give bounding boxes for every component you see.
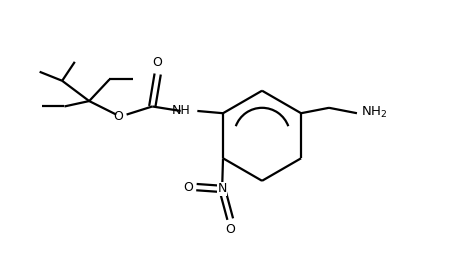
Text: O: O <box>113 110 123 123</box>
Text: O: O <box>152 55 162 69</box>
Text: NH: NH <box>171 104 190 118</box>
Text: O: O <box>183 181 193 194</box>
Text: N: N <box>217 182 226 195</box>
Text: NH$_2$: NH$_2$ <box>360 105 386 120</box>
Text: O: O <box>225 223 235 236</box>
